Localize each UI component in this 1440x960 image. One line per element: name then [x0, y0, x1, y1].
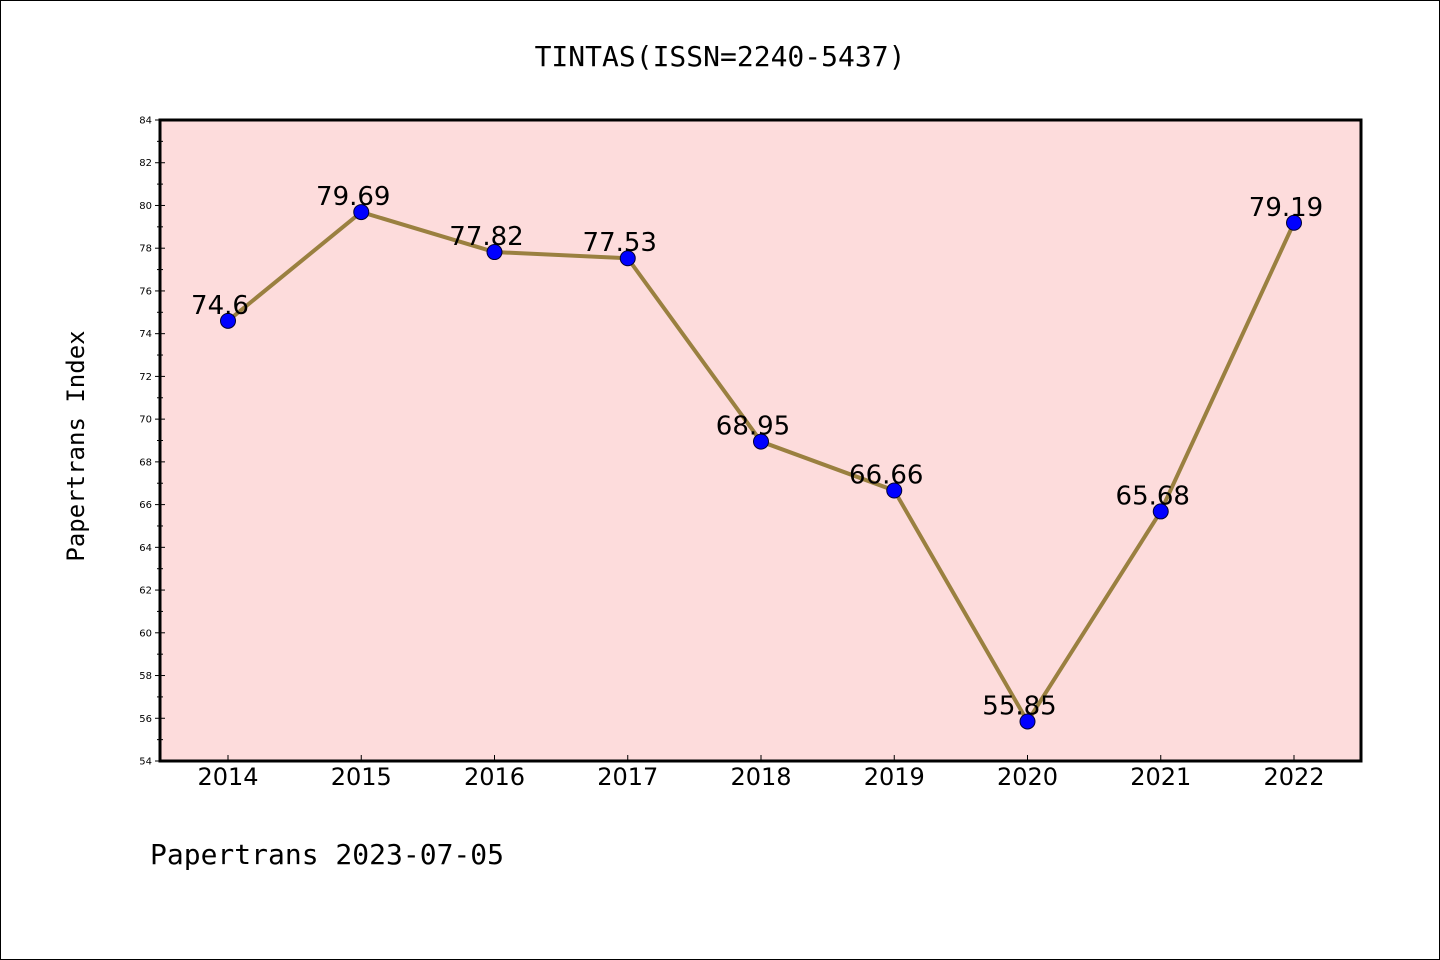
- data-label-2015: 79.69: [316, 182, 390, 212]
- data-point-2016: [486, 244, 503, 261]
- y-tick-label-58: 58: [139, 671, 152, 682]
- data-label-2019: 66.66: [849, 460, 923, 490]
- data-label-2016: 77.82: [449, 222, 523, 252]
- y-tick-label-76: 76: [139, 286, 152, 297]
- data-point-2021: [1152, 503, 1169, 520]
- chart-title: TINTAS(ISSN=2240-5437): [535, 40, 906, 73]
- y-tick-label-82: 82: [139, 158, 152, 169]
- y-tick-label-80: 80: [139, 201, 152, 212]
- x-tick-label-2015: 2015: [331, 763, 392, 791]
- y-tick-label-74: 74: [139, 329, 152, 340]
- x-tick-label-2017: 2017: [597, 763, 658, 791]
- y-tick-label-72: 72: [139, 372, 152, 383]
- plot-border: [158, 118, 1363, 763]
- x-tick-label-2016: 2016: [464, 763, 525, 791]
- y-tick-label-68: 68: [139, 457, 152, 468]
- y-tick-label-66: 66: [139, 500, 152, 511]
- y-tick-label-64: 64: [139, 543, 152, 554]
- data-label-2017: 77.53: [583, 228, 657, 258]
- data-point-2014: [220, 312, 236, 329]
- y-tick-label-54: 54: [139, 757, 152, 768]
- x-tick-label-2022: 2022: [1263, 763, 1324, 791]
- data-point-2017: [619, 250, 636, 267]
- x-tick-label-2020: 2020: [997, 763, 1058, 791]
- y-tick-label-62: 62: [139, 586, 152, 597]
- y-tick-label-84: 84: [139, 116, 152, 127]
- data-label-2018: 68.95: [716, 412, 790, 442]
- x-axis: 2014 2015 2016 2017 2018 2019 2020 2021 2022: [197, 755, 1325, 791]
- data-label-2021: 65.68: [1116, 481, 1190, 511]
- data-point-2020: [1019, 713, 1036, 730]
- data-label-2020: 55.85: [982, 691, 1056, 721]
- data-label-2022: 79.19: [1249, 193, 1323, 223]
- footer-source-date: Papertrans 2023-07-05: [150, 838, 504, 871]
- data-point-2015: [353, 204, 370, 221]
- x-tick-label-2019: 2019: [864, 763, 925, 791]
- data-point-2019: [886, 482, 903, 499]
- data-label-2014: 74.6: [191, 291, 249, 321]
- y-tick-label-78: 78: [139, 244, 152, 255]
- x-tick-label-2018: 2018: [730, 763, 791, 791]
- y-tick-label-56: 56: [139, 714, 152, 725]
- y-tick-label-70: 70: [139, 415, 152, 426]
- data-labels-group: 74.6 79.69 77.82 77.53 68.95 66.66 55.85 65.68 7…: [191, 182, 1323, 721]
- x-tick-label-2014: 2014: [197, 763, 258, 791]
- data-point-2022: [1286, 214, 1302, 231]
- x-tick-label-2021: 2021: [1130, 763, 1191, 791]
- y-tick-label-60: 60: [139, 628, 152, 639]
- y-axis-label: Papertrans Index: [62, 330, 90, 561]
- data-point-2018: [753, 433, 769, 450]
- series-markers-group: [220, 204, 1302, 730]
